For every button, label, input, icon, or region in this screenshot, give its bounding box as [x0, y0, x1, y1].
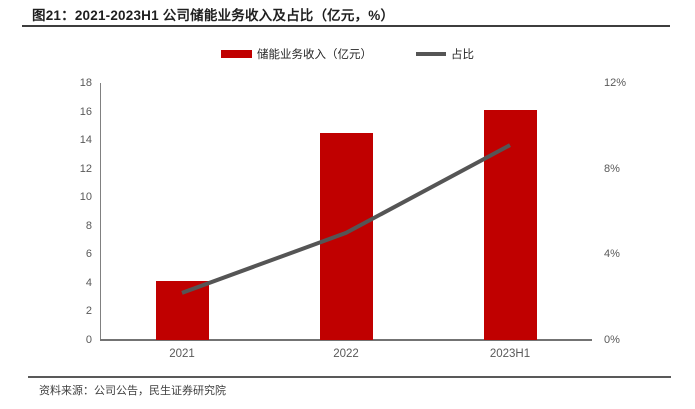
legend-bar-swatch-icon: [221, 50, 252, 58]
y-axis-tick-label: 14: [79, 134, 92, 147]
x-axis-line: [100, 339, 592, 341]
y-axis-tick-label: 12: [79, 162, 92, 175]
chart-legend: 储能业务收入（亿元） 占比: [0, 46, 695, 62]
legend-item-ratio: 占比: [416, 46, 474, 62]
x-axis-tick-label: 2021: [169, 348, 195, 360]
y-axis-tick-label: 16: [79, 105, 92, 118]
title-underline: [22, 25, 670, 27]
y-axis-tick-label: 18: [79, 77, 92, 89]
legend-label-revenue: 储能业务收入（亿元）: [257, 49, 372, 61]
x-axis-tick-label: 2022: [333, 348, 359, 360]
legend-item-revenue: 储能业务收入（亿元）: [221, 46, 372, 62]
y2-axis-tick-label: 0%: [604, 334, 620, 346]
y2-axis-tick-label: 8%: [604, 162, 620, 175]
y-axis-tick-label: 2: [85, 305, 92, 318]
source-note: 资料来源：公司公告，民生证券研究院: [39, 385, 226, 397]
footer-divider: [28, 376, 671, 378]
legend-label-ratio: 占比: [451, 49, 474, 61]
x-axis-tick-label: 2023H1: [489, 348, 531, 360]
y-axis-line: [100, 83, 101, 340]
bar-2021: [155, 281, 209, 340]
y2-axis-tick-label: 12%: [604, 77, 627, 89]
legend-line-swatch-icon: [416, 52, 446, 56]
y-axis-tick-label: 6: [85, 248, 92, 261]
figure-title: 图21：2021-2023H1 公司储能业务收入及占比（亿元，%）: [32, 8, 395, 23]
bar-2022: [319, 132, 373, 340]
bar-2023H1: [483, 110, 537, 340]
y-axis-tick-label: 4: [85, 276, 92, 289]
y-axis-tick-label: 10: [79, 191, 92, 204]
y-axis-tick-label: 8: [85, 219, 92, 232]
y-axis-tick-label: 0: [85, 334, 92, 346]
y2-axis-tick-label: 4%: [604, 248, 620, 261]
